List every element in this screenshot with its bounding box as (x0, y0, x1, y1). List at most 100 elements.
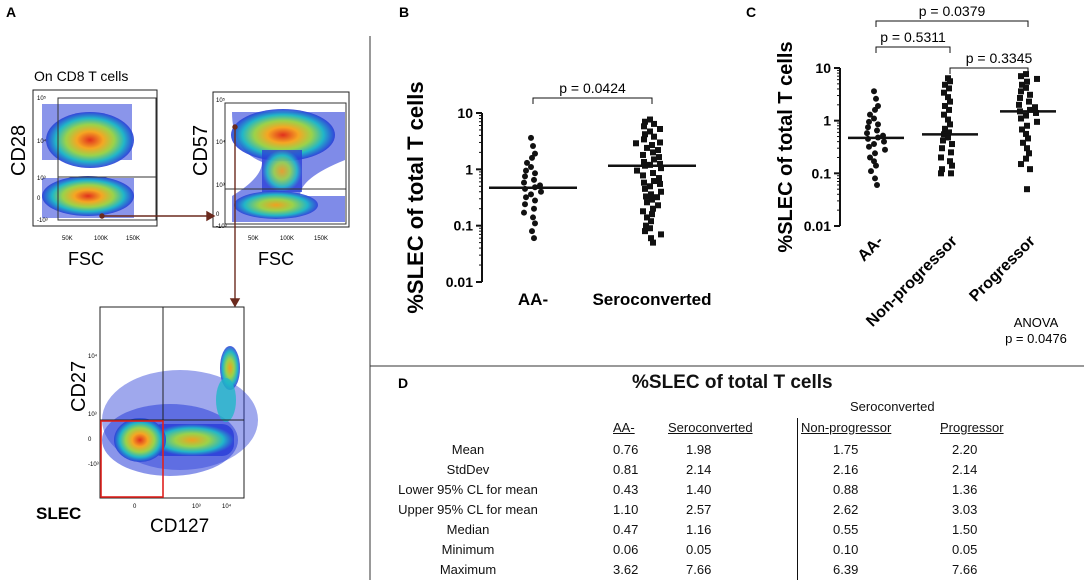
table-cell: 0.06 (613, 542, 639, 557)
col-header-nonprogressor: Non-progressor (801, 420, 892, 435)
data-point (942, 125, 948, 132)
chart-c-pvalue-aa-prog: p = 0.0379 (919, 3, 986, 19)
data-point (875, 121, 881, 128)
table-cell: 2.62 (833, 502, 859, 517)
table-divider (797, 418, 798, 580)
data-point (865, 124, 871, 131)
data-point (1019, 126, 1025, 133)
table-row-label: Mean (451, 442, 485, 457)
chart-c-anova-label: ANOVA (1014, 315, 1059, 330)
data-point (647, 116, 653, 123)
data-point (945, 116, 951, 123)
plot1-ylabel: CD28 (8, 125, 30, 176)
data-point (871, 88, 877, 95)
plot1-ytick-0: 10⁵ (37, 95, 47, 102)
ytick-label: 0.1 (454, 218, 474, 234)
data-point (650, 149, 656, 156)
data-point (644, 214, 650, 221)
data-point (1025, 135, 1031, 142)
flow-gate-title: On CD8 T cells (34, 68, 128, 84)
plot3-xlabel: CD127 (150, 516, 209, 537)
data-point (873, 162, 879, 169)
data-point (1027, 166, 1033, 173)
plot3-xtick-0: 0 (133, 504, 137, 510)
data-point (1033, 109, 1039, 116)
plot1-xtick-1: 100K (94, 236, 108, 242)
data-point (942, 102, 948, 109)
table-group-header: Seroconverted (850, 399, 935, 414)
data-point (881, 138, 887, 145)
data-point (872, 106, 878, 113)
table-cell: 0.05 (686, 542, 712, 557)
plot2-ytick-3: 0 (216, 212, 220, 218)
data-point (940, 137, 946, 144)
data-point (523, 194, 529, 201)
data-point (946, 85, 952, 92)
ytick-label: 1 (823, 113, 831, 129)
significance-bracket (949, 67, 1029, 74)
data-point (528, 134, 534, 141)
table-cell: 7.66 (686, 562, 712, 577)
chart-c-pvalue-aa-nonprog: p = 0.5311 (880, 29, 946, 45)
data-point (945, 134, 951, 141)
significance-bracket (875, 46, 951, 53)
col-header-seroconverted: Seroconverted (668, 420, 753, 435)
chart-b-ylabel: %SLEC of total T cells (403, 81, 428, 313)
data-point (882, 146, 888, 153)
ytick-label: 1 (465, 161, 473, 177)
plot2-ytick-0: 10⁵ (216, 97, 226, 104)
data-point (532, 150, 538, 157)
data-point (531, 176, 537, 183)
data-point (658, 165, 664, 172)
data-point (642, 185, 648, 192)
category-label: AA- (518, 290, 548, 309)
data-point (641, 123, 647, 130)
table-cell: 1.36 (952, 482, 978, 497)
data-point (946, 129, 952, 136)
data-point (643, 193, 649, 200)
data-point (871, 141, 877, 148)
data-point (1016, 101, 1022, 108)
ytick-label: 0.01 (446, 274, 473, 290)
data-point (658, 231, 664, 238)
data-point (644, 199, 650, 206)
table-cell: 0.43 (613, 482, 639, 497)
table-row-label: Lower 95% CL for mean (398, 482, 538, 497)
data-point (651, 120, 657, 127)
data-point (1034, 75, 1040, 82)
table-cell: 2.57 (686, 502, 712, 517)
data-point (642, 131, 648, 138)
data-point (1017, 94, 1023, 101)
plot2-xtick-2: 150K (314, 236, 328, 242)
data-point (532, 170, 538, 177)
data-point (649, 142, 655, 149)
data-point (867, 154, 873, 161)
data-point (641, 136, 647, 143)
table-title: %SLEC of total T cells (632, 372, 833, 393)
data-point (656, 175, 662, 182)
data-point (941, 111, 947, 118)
data-point (866, 143, 872, 150)
data-point (947, 98, 953, 105)
data-point (528, 191, 534, 198)
table-cell: 1.75 (833, 442, 859, 457)
data-point (651, 178, 657, 185)
table-cell: 0.05 (952, 542, 978, 557)
table-cell: 1.10 (613, 502, 639, 517)
data-point (531, 205, 537, 212)
data-point (949, 141, 955, 148)
table-cell: 0.76 (613, 442, 639, 457)
data-point (650, 205, 656, 212)
plot2-ytick-2: 10³ (216, 183, 225, 189)
flow-plot-cd28: On CD8 T cells 10⁵ 10⁴ 10³ 0 -10³ 50K 10… (8, 68, 158, 269)
data-point (658, 188, 664, 195)
plot2-xtick-1: 100K (280, 236, 294, 242)
data-point (1024, 186, 1030, 193)
data-point (648, 191, 654, 198)
flow-plot-cd27: 10⁴ 10³ 0 -10³ 0 10³ 10⁴ CD27 SLEC CD127 (36, 306, 258, 537)
data-point (939, 166, 945, 173)
data-point (1027, 91, 1033, 98)
chart-c-ylabel: %SLEC of total T cells (775, 41, 797, 252)
data-point (648, 218, 654, 225)
